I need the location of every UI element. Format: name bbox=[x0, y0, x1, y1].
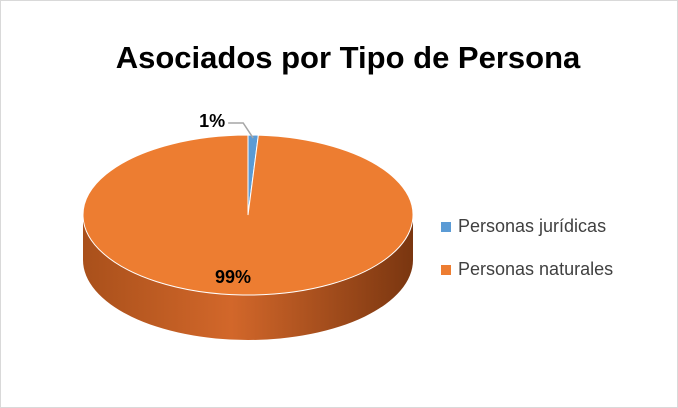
chart-title: Asociados por Tipo de Persona bbox=[116, 40, 581, 75]
legend-swatch bbox=[441, 265, 451, 275]
data-label: 1% bbox=[199, 111, 225, 131]
legend-label: Personas naturales bbox=[458, 259, 613, 279]
data-label: 99% bbox=[215, 267, 251, 287]
pie-side bbox=[83, 215, 413, 340]
pie-slice bbox=[82, 134, 414, 296]
legend-label: Personas jurídicas bbox=[458, 216, 606, 236]
pie: 1% 99% bbox=[82, 111, 414, 340]
legend: Personas jurídicas Personas naturales bbox=[441, 216, 613, 279]
leader-line bbox=[228, 122, 254, 139]
legend-swatch bbox=[441, 222, 451, 232]
